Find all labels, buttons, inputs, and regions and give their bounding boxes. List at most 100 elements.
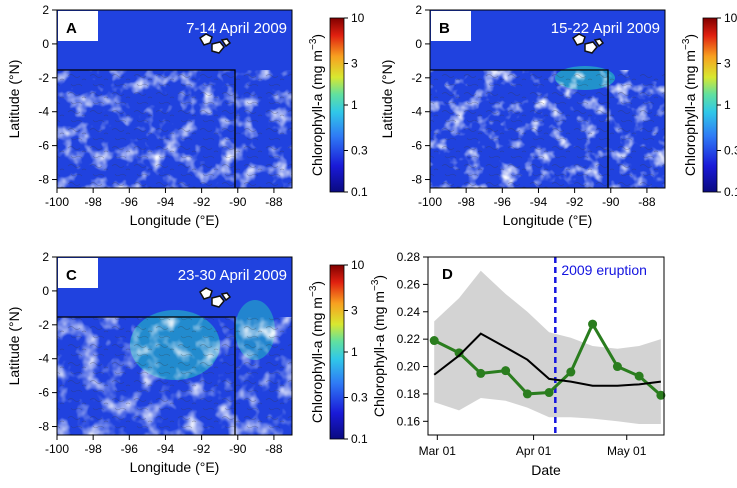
galapagos-islands — [199, 33, 232, 54]
y-tick-label: 0 — [42, 37, 49, 51]
y-tick-label: -8 — [38, 173, 49, 187]
galapagos-islands — [572, 33, 605, 54]
map-date-label: 7-14 April 2009 — [186, 20, 287, 37]
chart-panel-d: 2009 eruption D 0.16 0.18 0.20 0.22 0.24 0.26 0.… — [370, 250, 666, 478]
colorbar-tick-label: 0.1 — [724, 185, 737, 199]
y-axis-label-close: ) — [371, 275, 387, 280]
y-tick-label: 0.26 — [397, 277, 421, 291]
data-point-2009 — [476, 368, 486, 378]
x-tick-label: Apr 01 — [516, 444, 552, 458]
x-axis-label: Date — [531, 462, 561, 478]
panel-label-box — [58, 258, 98, 288]
x-tick-label: -98 — [84, 195, 102, 209]
colorbar-tick-label: 0.3 — [351, 390, 368, 404]
colorbar-label-close: ) — [309, 34, 325, 39]
y-tick-label: -4 — [411, 105, 422, 119]
y-tick-label: 2 — [42, 3, 49, 17]
y-axis-label: Latitude (°N) — [379, 60, 395, 139]
colorbar-label-exponent: −3 — [308, 285, 319, 297]
y-tick-label: -6 — [38, 139, 49, 153]
colorbar-tick-label: 0.3 — [724, 143, 737, 157]
x-tick-label: Mar 01 — [419, 444, 457, 458]
panel-label-d: D — [442, 266, 453, 283]
map-panel-b: B 15-22 April 2009 — [429, 9, 666, 189]
y-axis-label: Latitude (°N) — [6, 60, 22, 139]
y-axis-label-exponent: −3 — [370, 279, 381, 291]
colorbar-label-close: ) — [309, 281, 325, 286]
y-tick-label: 0.18 — [397, 387, 421, 401]
map-axes-c: -100 -98 -96 -94 -92 -90 -88 2 0 -2 -4 -6 -8 Longitud… — [6, 250, 368, 475]
x-tick-label: -96 — [494, 195, 512, 209]
colorbar-tick-label: 10 — [724, 11, 737, 25]
x-tick-label: -98 — [457, 195, 475, 209]
x-tick-label: -96 — [121, 195, 139, 209]
map-axes-a: -100 -98 -96 -94 -92 -90 -88 2 0 -2 -4 -6 -8 Longitud… — [6, 3, 368, 228]
y-tick-label: 0.20 — [397, 360, 421, 374]
x-axis-label: Longitude (°E) — [130, 459, 220, 475]
y-tick-label: -8 — [38, 420, 49, 434]
y-tick-label: 2 — [42, 250, 49, 264]
colorbar-label-exponent: −3 — [681, 38, 692, 50]
y-tick-label: -4 — [38, 105, 49, 119]
cloud-texture — [57, 70, 292, 188]
y-tick-label: 0 — [42, 284, 49, 298]
x-tick-label: -100 — [418, 195, 442, 209]
map-date-label: 15-22 April 2009 — [551, 20, 660, 37]
colorbar — [329, 17, 345, 193]
study-box — [57, 316, 236, 435]
y-tick-label: 0 — [415, 37, 422, 51]
map-panel-c: C 23-30 April 2009 — [56, 256, 293, 436]
y-tick-label: -2 — [411, 71, 422, 85]
galapagos-islands — [199, 287, 232, 308]
x-axis-label: Longitude (°E) — [130, 212, 220, 228]
y-tick-label: -2 — [38, 71, 49, 85]
x-tick-label: -90 — [229, 195, 247, 209]
y-tick-label: 0.28 — [397, 250, 421, 264]
y-tick-label: -6 — [411, 139, 422, 153]
colorbar-tick-label: 3 — [351, 303, 358, 317]
x-tick-label: -88 — [265, 195, 283, 209]
x-tick-label: -92 — [566, 195, 584, 209]
plot-frame — [427, 256, 665, 436]
map-panel-a: A 7-14 April 2009 — [56, 9, 293, 189]
data-point-2009 — [656, 390, 666, 400]
data-point-2009 — [634, 371, 644, 381]
data-point-2009 — [522, 389, 532, 399]
map-axes: -100 -98 -96 -94 -92 -90 -88 2 0 -2 -4 -6 -8 Longitud… — [6, 3, 737, 475]
x-tick-label: May 01 — [607, 444, 647, 458]
data-point-2009 — [454, 348, 464, 358]
colorbar-label-text: Chlorophyll-a (mg m — [309, 50, 325, 176]
colorbar-tick-label: 10 — [351, 11, 365, 25]
colorbar-label-text: Chlorophyll-a (mg m — [309, 297, 325, 423]
y-tick-label: 0.16 — [397, 414, 421, 428]
y-axis-label: Latitude (°N) — [6, 307, 22, 386]
colorbar-label-exponent: −3 — [308, 38, 319, 50]
x-tick-label: -90 — [602, 195, 620, 209]
colorbar-tick-label: 1 — [351, 98, 358, 112]
colorbar-label: Chlorophyll-a (mg m−3) — [681, 34, 698, 176]
panel-label-b: B — [439, 20, 450, 37]
map-date-label: 23-30 April 2009 — [178, 267, 287, 284]
panel-label-a: A — [66, 20, 77, 37]
colorbar-tick-label: 1 — [724, 98, 731, 112]
map-frame — [56, 9, 293, 189]
x-tick-label: -98 — [84, 442, 102, 456]
y-tick-label: -8 — [411, 173, 422, 187]
y-tick-label: 2 — [415, 3, 422, 17]
x-tick-label: -88 — [638, 195, 656, 209]
study-box — [57, 69, 236, 188]
y-tick-label: -6 — [38, 386, 49, 400]
colorbar-label-close: ) — [682, 34, 698, 39]
x-tick-label: -94 — [157, 442, 175, 456]
y-axis-label-text: Chlorophyll-a (mg m — [371, 291, 387, 417]
colorbar-label: Chlorophyll-a (mg m−3) — [308, 281, 325, 423]
cloud-texture — [57, 317, 292, 435]
map-frame — [56, 256, 293, 436]
colorbar-tick-label: 0.1 — [351, 432, 368, 446]
colorbar-tick-label: 1 — [351, 345, 358, 359]
panel-label-box — [431, 11, 471, 41]
panel-label-c: C — [66, 267, 77, 284]
series-mean-line — [433, 332, 662, 387]
panel-label-box — [58, 11, 98, 41]
y-tick-label: -4 — [38, 352, 49, 366]
